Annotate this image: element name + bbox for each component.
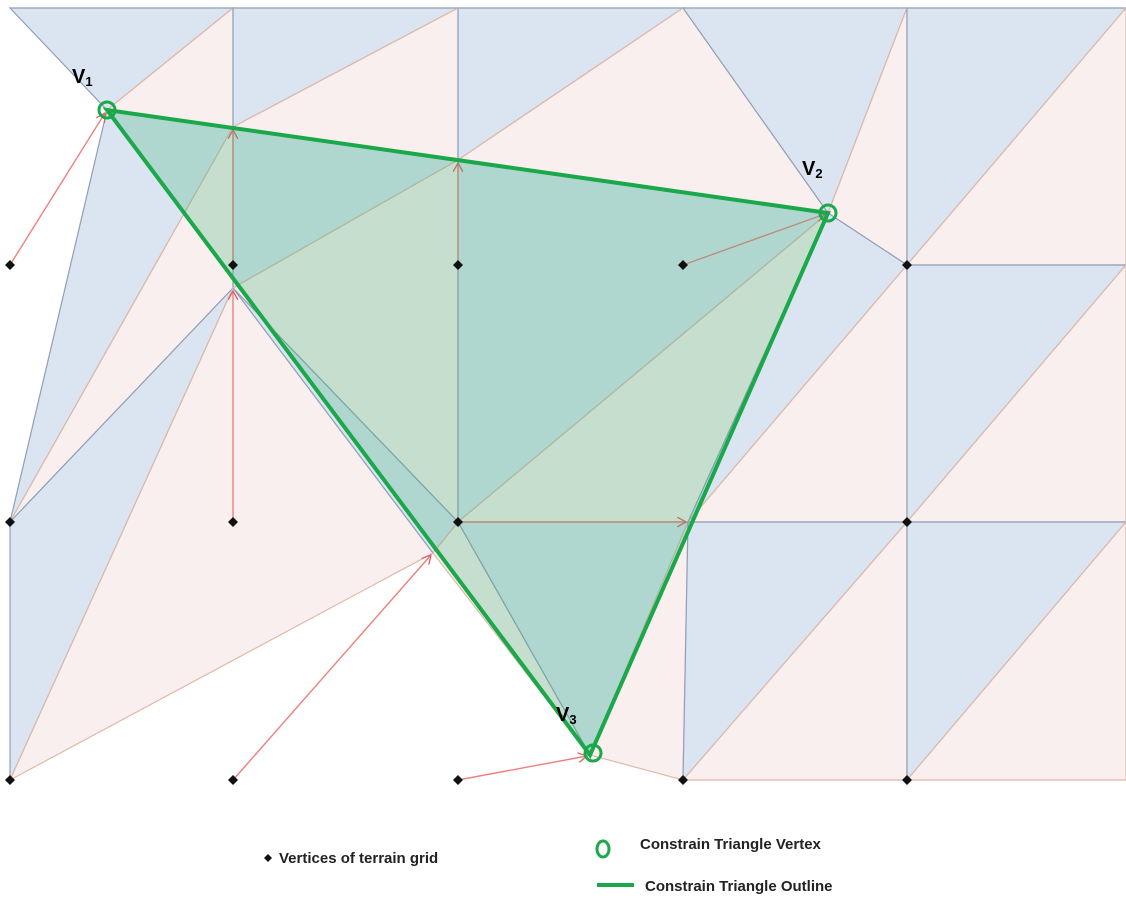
triangle-vertices — [97, 100, 838, 763]
vertex-label: V2 — [802, 158, 823, 181]
legend-text: Vertices of terrain grid — [279, 850, 438, 867]
legend-text: Constrain Triangle Outline — [645, 878, 833, 895]
displacement-arrows — [9, 113, 825, 781]
grid-vertices — [5, 260, 912, 785]
legend-circle — [595, 839, 611, 859]
legend: Vertices of terrain grid Constrain Trian… — [264, 836, 833, 895]
legend-text: Constrain Triangle Vertex — [640, 836, 822, 853]
vertex-label: V3 — [556, 704, 577, 727]
terrain-mesh — [8, 6, 1126, 782]
constraint-triangle — [102, 107, 831, 759]
vertex-label: V1 — [72, 66, 93, 89]
legend-diamond — [264, 854, 272, 862]
